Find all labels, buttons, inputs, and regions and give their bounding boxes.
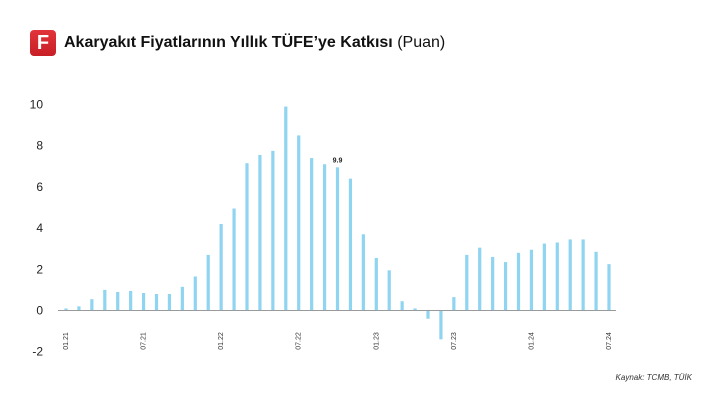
bar-04.21 [103,289,107,311]
bar-02.24 [542,243,546,311]
bar-03.22 [245,163,249,311]
x-tick-label: 07.24 [606,332,613,350]
bar-07.21 [141,292,146,311]
source-note: Kaynak: TCMB, TÜİK [615,373,692,382]
bar-11.22 [348,178,353,311]
bar-04.23 [413,308,417,311]
x-tick-label: 07.22 [296,332,303,350]
y-tick-label: 8 [36,139,43,153]
bar-02.23 [387,270,391,311]
y-tick-label: 6 [36,180,43,194]
bar-11.23 [503,262,508,311]
bar-05.22 [271,150,275,311]
bar-08.22 [310,158,314,311]
bar-08.23 [465,254,469,311]
bar-11.21 [193,276,197,311]
y-tick-label: -2 [32,345,43,359]
chart-header: F Akaryakıt Fiyatlarının Yıllık TÜFE’ye … [30,29,445,57]
bar-09.23 [478,247,482,311]
bar-12.22 [361,234,365,311]
bar-04.24 [568,239,572,311]
bar-02.21 [77,306,81,311]
chart-title-text: Akaryakıt Fiyatlarının Yıllık TÜFE’ye Ka… [64,34,393,51]
bar-05.23 [426,310,430,319]
bar-07.24 [607,264,611,311]
bar-06.21 [129,290,133,311]
x-tick-label: 07.23 [451,332,458,350]
bar-03.23 [400,301,404,311]
bar-09.22 [322,164,327,311]
y-tick-label: 10 [30,98,44,112]
brand-logo-icon: F [30,30,56,56]
chart-title: Akaryakıt Fiyatlarının Yıllık TÜFE’ye Ka… [64,34,445,52]
data-label-peak: 9.9 [333,157,343,164]
y-tick-label: 2 [36,262,43,276]
chart-unit: (Puan) [397,34,446,51]
bar-10.22 [335,167,340,311]
x-tick-label: 01.24 [528,332,535,350]
bar-06.22 [284,106,288,311]
bar-08.21 [154,294,159,311]
bar-12.23 [516,252,521,311]
x-tick-label: 07.21 [141,332,148,350]
bar-01.21 [64,308,68,311]
x-tick-label: 01.23 [373,332,380,350]
bar-06.23 [439,310,443,340]
bar-03.21 [90,299,94,311]
bar-01.23 [374,257,378,311]
bar-05.24 [581,239,585,311]
bar-06.24 [594,251,598,311]
y-tick-label: 4 [36,221,43,235]
y-tick-label: 0 [36,304,43,318]
bar-03.24 [555,242,559,311]
bar-09.21 [167,294,172,311]
x-tick-label: 01.22 [218,332,225,350]
bar-10.21 [180,286,184,311]
bar-07.23 [452,297,456,311]
bar-02.22 [232,208,236,311]
bar-05.21 [116,291,120,311]
bar-12.21 [206,254,210,311]
x-tick-label: 01.21 [63,332,70,350]
bar-07.22 [297,135,301,311]
bar-01.24 [529,249,534,311]
bar-01.22 [219,223,223,311]
bar-04.22 [258,154,262,311]
bar-10.23 [491,256,495,311]
